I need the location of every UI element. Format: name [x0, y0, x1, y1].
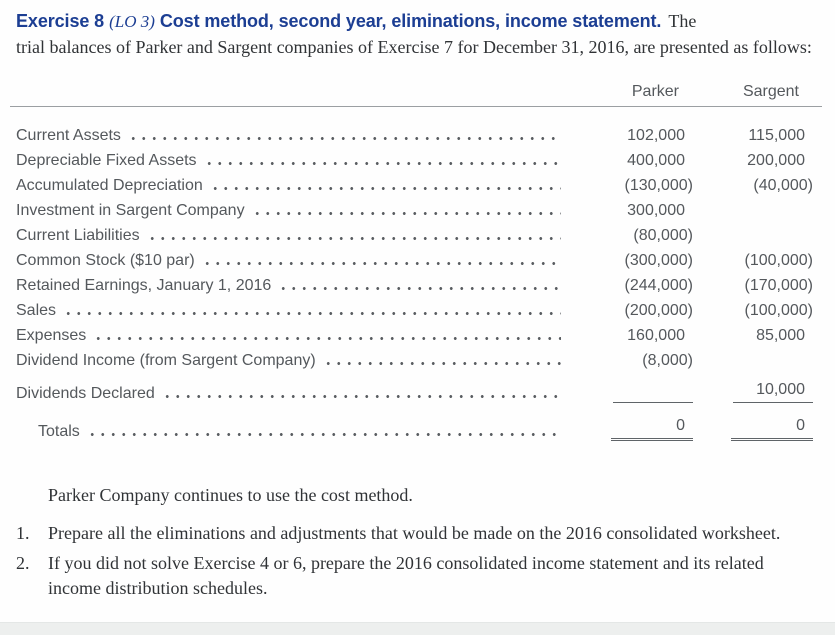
parker-value: 400,000 [627, 152, 685, 169]
intro-lead: The [668, 11, 697, 31]
row-label: Investment in Sargent Company [16, 202, 245, 219]
row-label-cell: Common Stock ($10 par) [16, 252, 575, 270]
row-label-cell: Investment in Sargent Company [16, 202, 575, 220]
column-rule [733, 402, 813, 403]
table-row: Totals 0 0 [16, 408, 813, 441]
row-label-cell: Depreciable Fixed Assets [16, 152, 575, 170]
row-label: Common Stock ($10 par) [16, 252, 195, 269]
row-label: Accumulated Depreciation [16, 177, 203, 194]
parker-value [575, 399, 693, 403]
sargent-value: 200,000 [747, 152, 805, 169]
sargent-value: 85,000 [756, 327, 805, 344]
row-label-cell: Dividends Declared [16, 385, 575, 403]
column-header-sargent: Sargent [742, 83, 799, 100]
intro-text: trial balances of Parker and Sargent com… [16, 36, 812, 57]
dot-leader [63, 311, 561, 316]
row-label-cell: Accumulated Depreciation [16, 177, 575, 195]
row-label-cell: Retained Earnings, January 1, 2016 [16, 277, 575, 295]
row-label: Expenses [16, 327, 87, 344]
row-label: Current Assets [16, 127, 121, 144]
table-row: Expenses 160,000 85,000 [16, 320, 813, 345]
row-label: Sales [16, 302, 57, 319]
exercise-subtitle: Cost method, second year, eliminations, … [159, 11, 662, 31]
table-row: Accumulated Depreciation (130,000) (40,0… [16, 170, 813, 195]
question-list: 1. Prepare all the eliminations and adju… [16, 521, 813, 601]
cost-method-note: Parker Company continues to use the cost… [48, 485, 413, 505]
row-label-cell: Totals [16, 423, 575, 441]
column-rule [731, 438, 813, 441]
question-text: If you did not solve Exercise 4 or 6, pr… [48, 553, 764, 598]
table-row: Sales (200,000) (100,000) [16, 295, 813, 320]
dot-leader [86, 432, 561, 437]
table-row: Retained Earnings, January 1, 2016 (244,… [16, 270, 813, 295]
dot-leader [146, 236, 561, 241]
dot-leader [201, 261, 561, 266]
row-label: Dividends Declared [16, 385, 155, 402]
table-body: Current Assets 102,000 115,000 Depreciab… [16, 120, 813, 441]
textbook-page: Exercise 8 (LO 3) Cost method, second year… [10, 9, 822, 601]
parker-value: (200,000) [624, 302, 694, 319]
parker-value: 300,000 [627, 202, 685, 219]
column-rule [611, 438, 693, 441]
question-item-2: 2. If you did not solve Exercise 4 or 6,… [16, 551, 813, 601]
parker-value: (300,000) [624, 252, 694, 269]
parker-value: (244,000) [624, 277, 694, 294]
parker-value: (8,000) [642, 352, 693, 369]
table-row: Dividends Declared 10,000 [16, 370, 813, 403]
row-label-cell: Dividend Income (from Sargent Company) [16, 352, 575, 370]
header-rule [10, 106, 822, 107]
lo-tag: (LO 3) [109, 12, 155, 31]
dot-leader [127, 136, 561, 141]
row-label-cell: Sales [16, 302, 575, 320]
question-item-1: 1. Prepare all the eliminations and adju… [16, 521, 813, 546]
question-number: 1. [16, 523, 30, 543]
parker-value: 102,000 [627, 127, 685, 144]
parker-value: (130,000) [624, 177, 694, 194]
sargent-value: 0 [693, 417, 813, 441]
row-label: Current Liabilities [16, 227, 140, 244]
dot-leader [251, 211, 561, 216]
sargent-value: (170,000) [744, 277, 814, 294]
table-row: Depreciable Fixed Assets 400,000 200,000 [16, 145, 813, 170]
sargent-value: (40,000) [753, 177, 813, 194]
table-row: Common Stock ($10 par) (300,000) (100,00… [16, 245, 813, 270]
row-label: Dividend Income (from Sargent Company) [16, 352, 316, 369]
table-row: Investment in Sargent Company 300,000 [16, 195, 813, 220]
row-label-cell: Expenses [16, 327, 575, 345]
question-text: Prepare all the eliminations and adjustm… [48, 523, 781, 543]
page-bottom-edge [0, 622, 835, 635]
sargent-value: 115,000 [748, 127, 805, 144]
sargent-value: 10,000 [693, 381, 813, 403]
dot-leader [203, 161, 561, 166]
table-row: Current Assets 102,000 115,000 [16, 120, 813, 145]
column-rule [613, 402, 693, 403]
column-header-parker: Parker [631, 83, 679, 100]
dot-leader [278, 286, 561, 291]
sargent-value: (100,000) [744, 302, 814, 319]
dot-leader [161, 394, 561, 399]
trial-balance-table: Parker Sargent Current Assets 102,000 11… [10, 83, 822, 441]
dot-leader [322, 361, 561, 366]
parker-value: (80,000) [633, 227, 693, 244]
table-row: Dividend Income (from Sargent Company) (… [16, 345, 813, 370]
row-label: Totals [38, 423, 80, 440]
question-number: 2. [16, 553, 30, 573]
row-label-cell: Current Assets [16, 127, 575, 145]
row-label: Retained Earnings, January 1, 2016 [16, 277, 272, 294]
exercise-title: Exercise 8 [16, 11, 105, 31]
parker-value: 160,000 [627, 327, 685, 344]
row-label: Depreciable Fixed Assets [16, 152, 197, 169]
table-header-row: Parker Sargent [16, 83, 813, 101]
row-label-cell: Current Liabilities [16, 227, 575, 245]
parker-value: 0 [575, 417, 693, 441]
dot-leader [93, 336, 561, 341]
sargent-value: (100,000) [744, 252, 814, 269]
exercise-intro: Exercise 8 (LO 3) Cost method, second year… [16, 9, 813, 59]
table-row: Current Liabilities (80,000) [16, 220, 813, 245]
dot-leader [209, 186, 561, 191]
